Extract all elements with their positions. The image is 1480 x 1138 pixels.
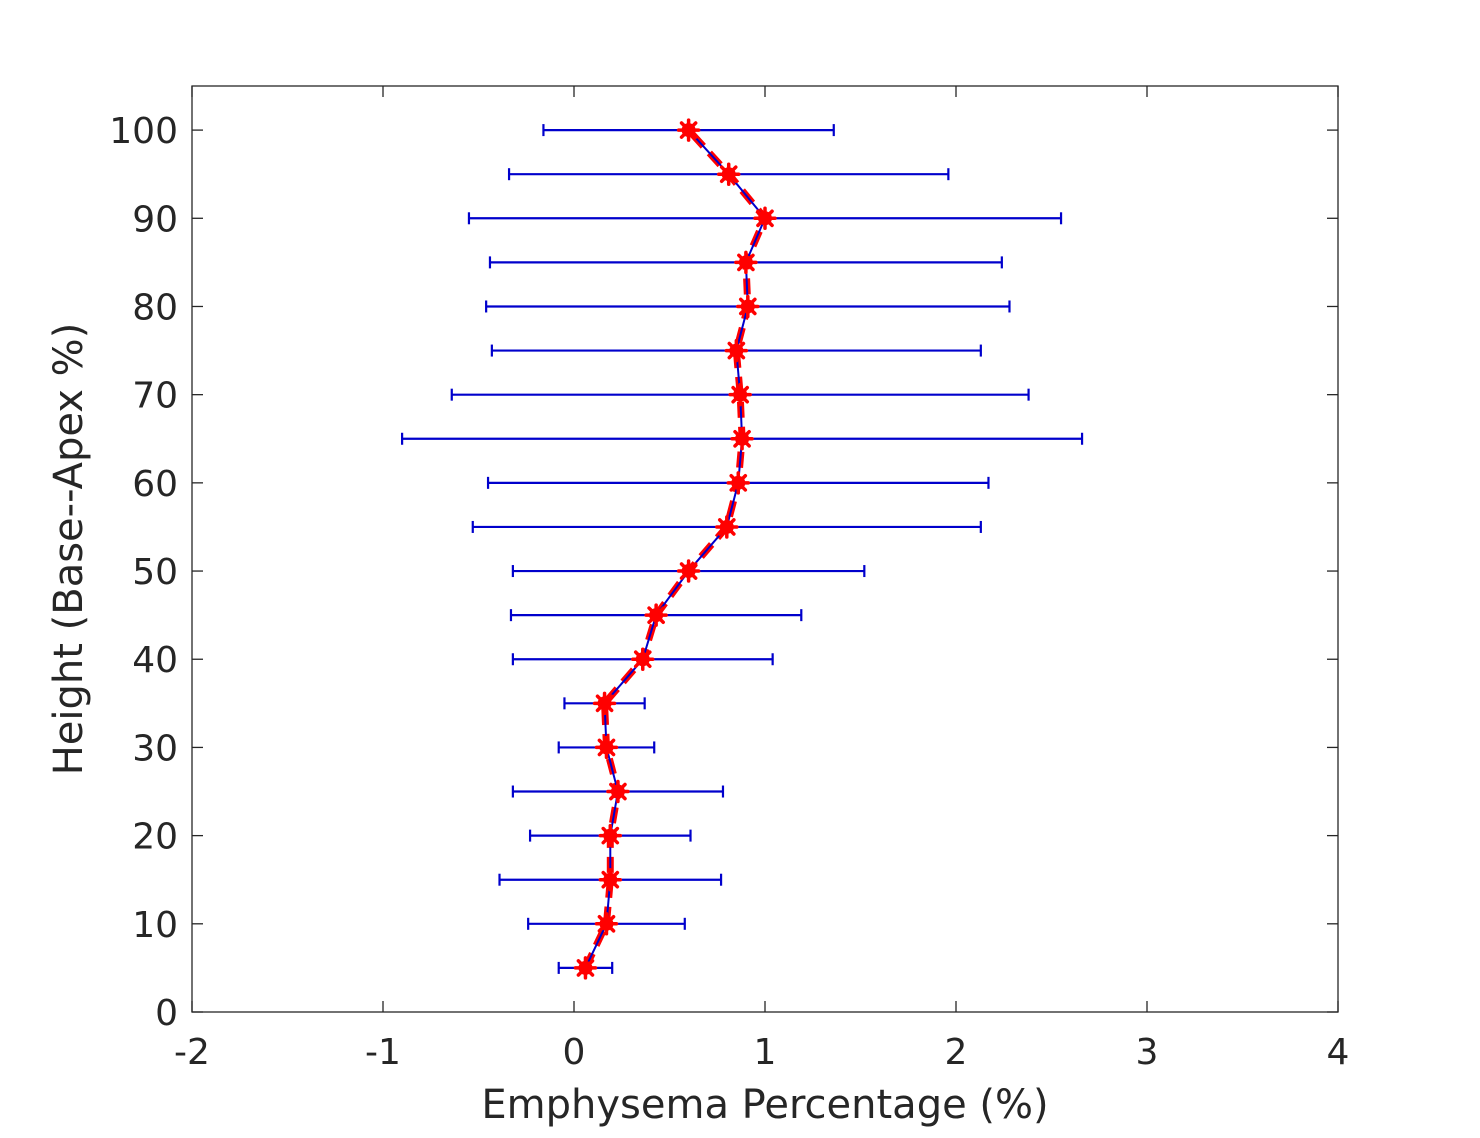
y-axis-label: Height (Base--Apex %)	[46, 323, 92, 776]
data-point	[734, 250, 758, 275]
data-point	[631, 647, 655, 671]
plot-background	[192, 86, 1338, 1012]
x-axis-label: Emphysema Percentage (%)	[481, 1082, 1048, 1128]
x-tick-labels: -2 -1 0 1 2 3 4	[174, 1032, 1349, 1073]
data-point	[594, 912, 619, 936]
x-tick-label: 0	[563, 1032, 586, 1073]
data-point	[594, 735, 619, 760]
data-point	[736, 294, 760, 319]
data-markers	[573, 118, 777, 980]
y-tick-label: 0	[155, 993, 178, 1034]
y-tick-label: 30	[132, 728, 178, 769]
data-point	[598, 823, 623, 848]
y-tick-labels: 0 10 20 30 40 50 60 70 80 90 100	[109, 111, 178, 1034]
x-tick-label: -1	[365, 1032, 401, 1073]
data-point	[730, 427, 754, 451]
y-tick-label: 100	[109, 111, 178, 152]
data-point	[573, 956, 598, 980]
data-point	[726, 471, 751, 495]
y-tick-label: 40	[132, 640, 178, 681]
x-tick-label: 1	[754, 1032, 777, 1073]
y-tick-label: 80	[132, 287, 178, 328]
data-point	[753, 206, 777, 231]
data-point	[724, 338, 749, 363]
x-tick-label: 4	[1327, 1032, 1350, 1073]
y-tick-label: 50	[132, 552, 178, 593]
data-point	[644, 603, 668, 627]
data-point	[716, 162, 741, 186]
y-tick-label: 70	[132, 376, 178, 417]
data-point	[728, 382, 752, 407]
y-tick-label: 10	[132, 905, 178, 946]
y-tick-label: 60	[132, 464, 178, 505]
plot-frame	[191, 85, 1339, 1013]
y-tick-label: 20	[132, 817, 178, 858]
x-tick-label: 3	[1136, 1032, 1159, 1073]
data-point	[676, 559, 701, 583]
x-tick-label: -2	[174, 1032, 210, 1073]
axis-ticks	[191, 86, 1339, 1013]
y-tick-label: 90	[132, 199, 178, 240]
x-tick-label: 2	[945, 1032, 968, 1073]
data-point	[606, 779, 630, 804]
data-point	[598, 867, 623, 892]
data-point	[676, 118, 701, 142]
data-point	[592, 691, 617, 716]
data-point	[715, 515, 739, 539]
